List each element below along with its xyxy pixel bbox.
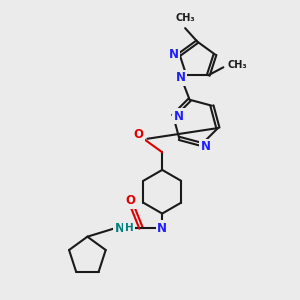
Text: H: H [125, 223, 134, 233]
Text: N: N [174, 110, 184, 123]
Text: N: N [200, 140, 210, 154]
Text: N: N [157, 221, 167, 235]
Text: N: N [115, 221, 124, 235]
Text: O: O [134, 128, 144, 141]
Text: N: N [169, 48, 179, 61]
Text: CH₃: CH₃ [175, 13, 195, 23]
Text: CH₃: CH₃ [227, 60, 247, 70]
Text: N: N [176, 71, 186, 84]
Text: O: O [126, 194, 136, 207]
